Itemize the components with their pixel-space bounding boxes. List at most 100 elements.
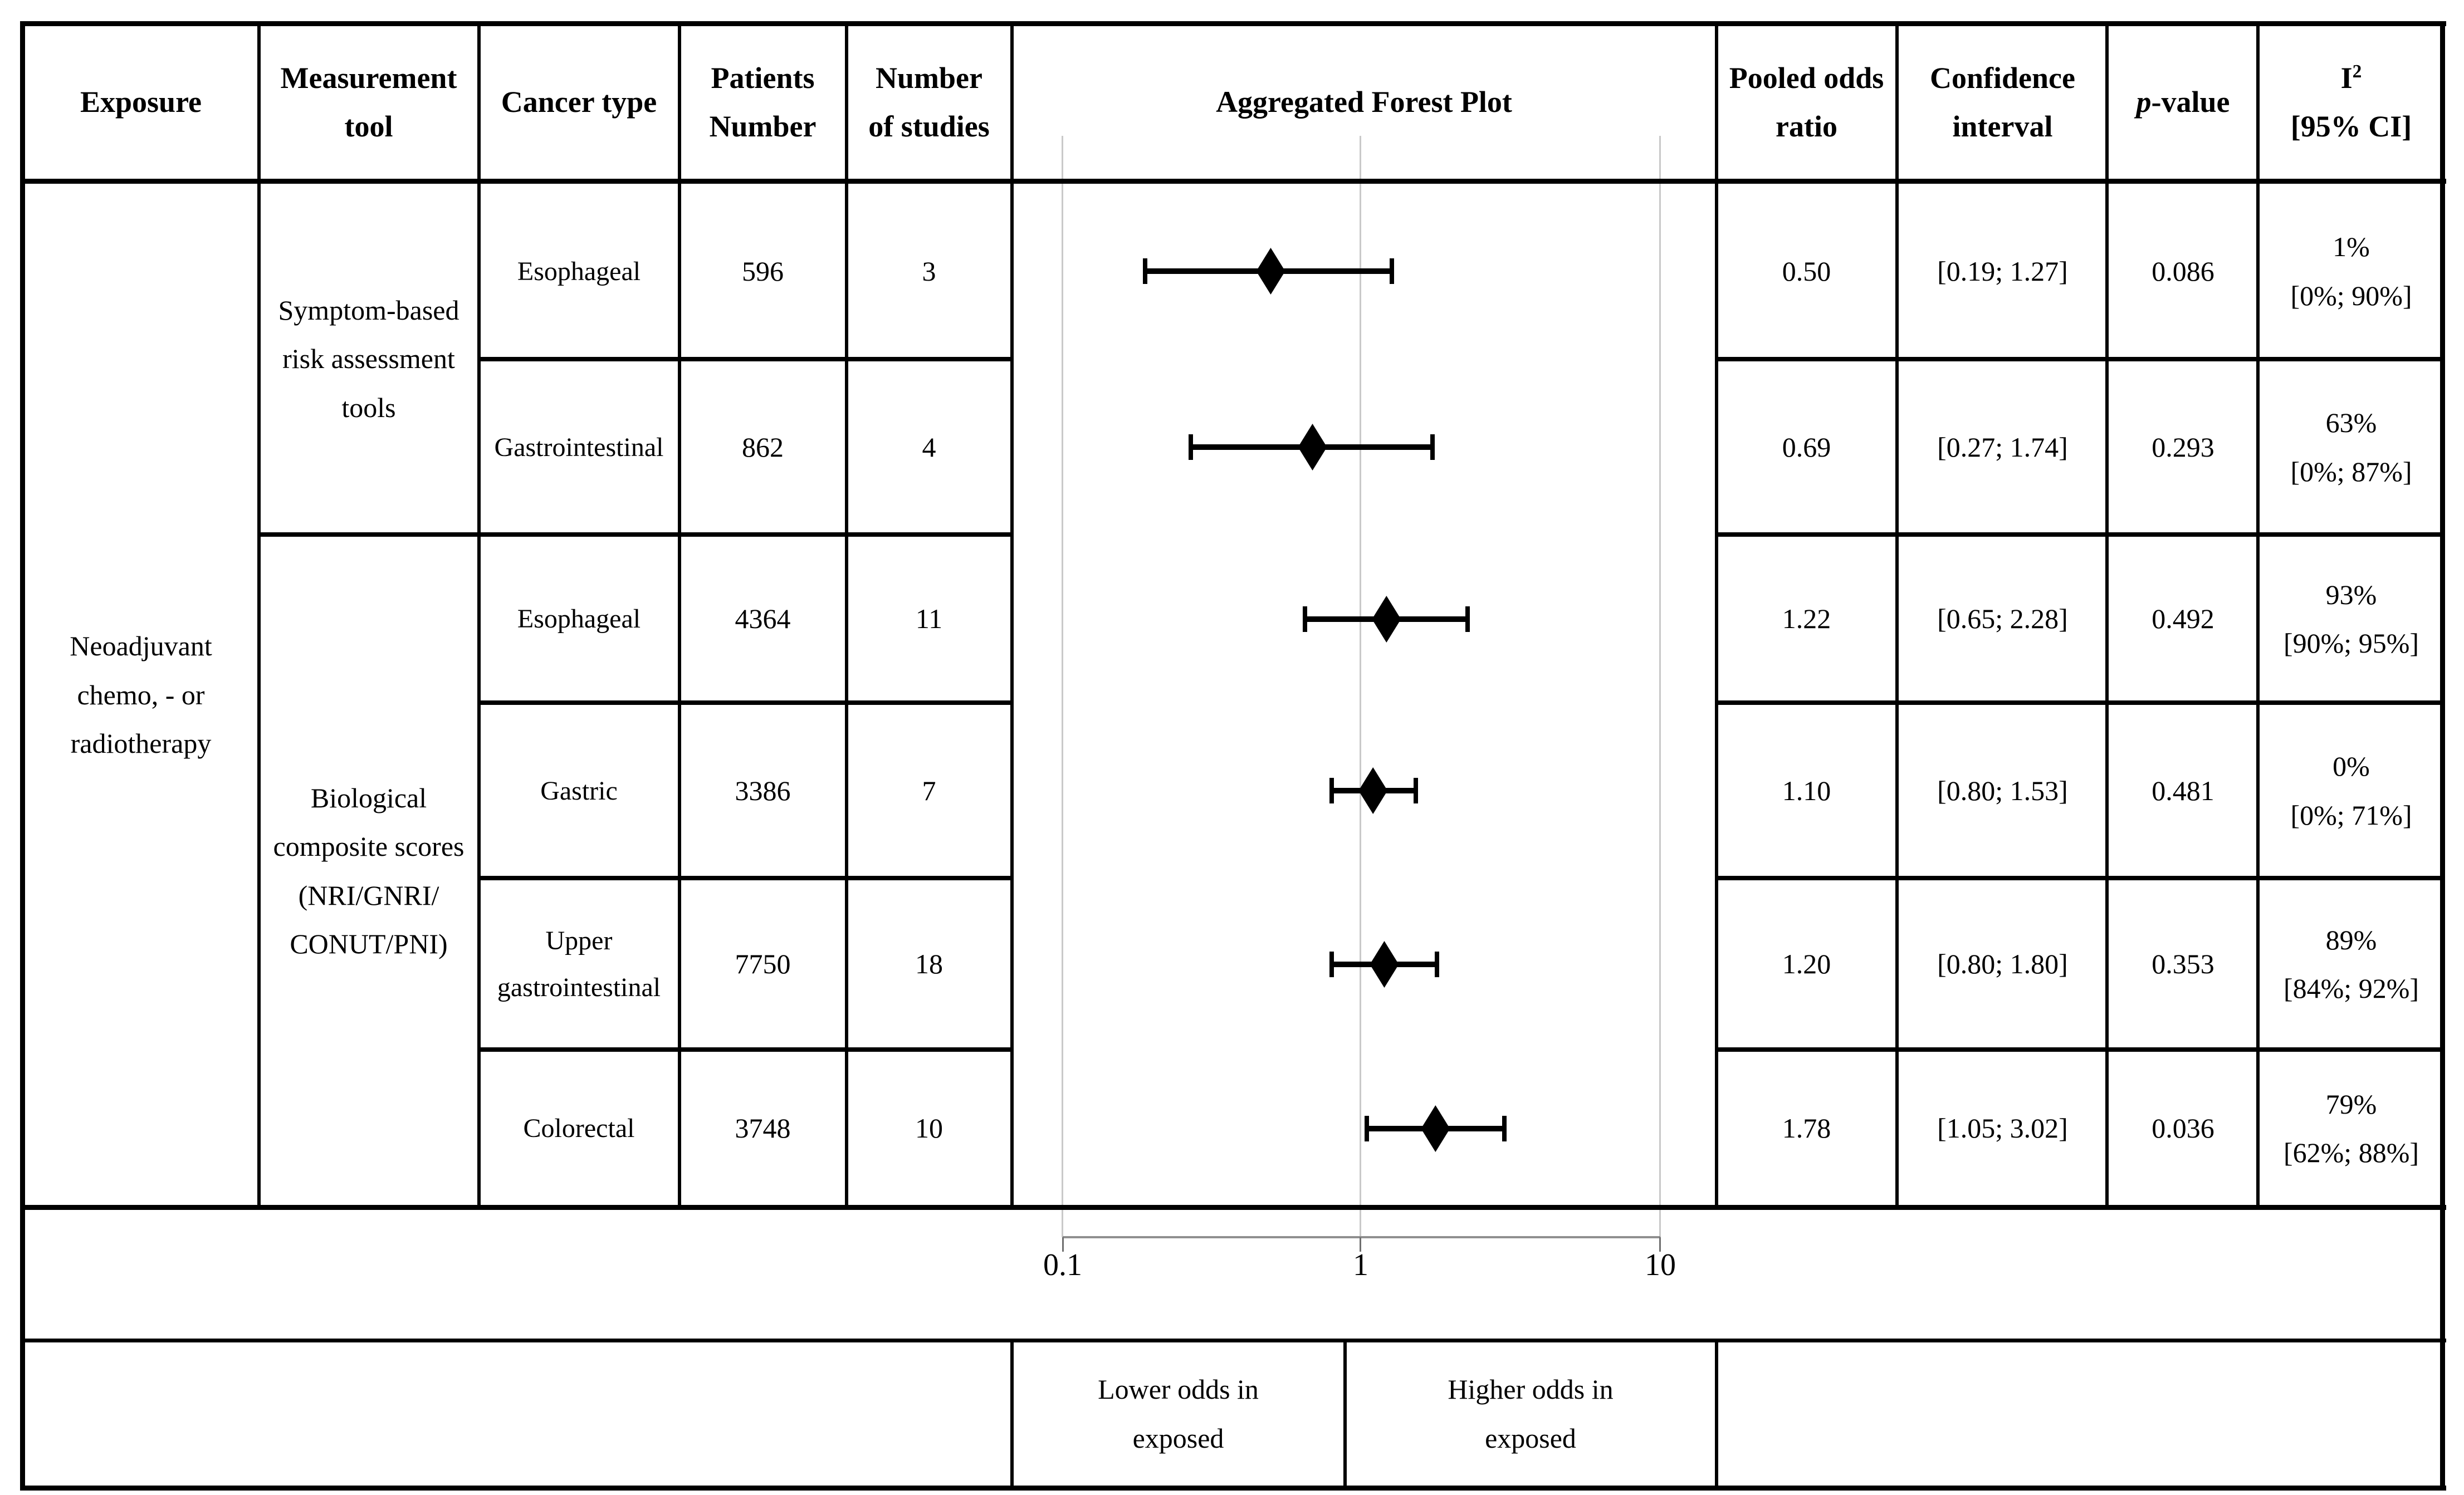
row-line [257, 532, 1010, 537]
row-line [477, 1047, 1010, 1052]
x-axis-label-10: 10 [1645, 1248, 1676, 1282]
header-i2: I2 [95% CI] [2290, 61, 2412, 143]
ci-cap-left [1188, 434, 1193, 460]
ci-cell: [0.80; 1.80] [1937, 948, 2068, 980]
footer-line-right [1715, 1342, 1718, 1486]
ci-cap-right [1502, 1116, 1507, 1141]
ci-cell: [0.65; 2.28] [1937, 603, 2068, 635]
header-number-of-studies: Number of studies [868, 61, 990, 143]
x-axis-tick-1 [1360, 1237, 1361, 1252]
ci-cap-right [1434, 952, 1439, 977]
or-cell: 1.22 [1782, 603, 1831, 635]
x-axis-line [1063, 1236, 1660, 1238]
patients-cell: 4364 [735, 603, 791, 635]
column-line-ci [2105, 26, 2109, 1205]
header-confidence-interval: Confidence interval [1930, 61, 2075, 143]
gridline-10 [1659, 136, 1661, 1237]
row-line [477, 357, 1010, 361]
i2-cell: 1% [0%; 90%] [2290, 231, 2412, 311]
i2-cell: 93% [90%; 95%] [2284, 579, 2419, 659]
header-bottom-border [20, 179, 2446, 184]
x-axis-label-0.1: 0.1 [1043, 1248, 1082, 1282]
header-pooled-odds-ratio: Pooled odds ratio [1729, 61, 1884, 143]
header-measurement-tool: Measurement tool [280, 61, 457, 143]
ci-cap-left [1329, 778, 1334, 803]
footer-line-left [1010, 1342, 1014, 1486]
column-line-cancer [678, 26, 681, 1205]
ci-cap-left [1365, 1116, 1370, 1141]
patients-cell: 862 [742, 431, 784, 463]
footer-top-border [20, 1339, 2446, 1342]
i2-cell: 63% [0%; 87%] [2290, 407, 2412, 487]
column-line-exposure [257, 26, 261, 1205]
row-line [1715, 357, 2442, 361]
cancer-cell: Gastric [540, 776, 618, 806]
i2-cell: 0% [0%; 71%] [2290, 751, 2412, 831]
header-forest-plot: Aggregated Forest Plot [1216, 85, 1512, 119]
p-cell: 0.492 [2152, 603, 2214, 635]
x-axis-tick-0.1 [1062, 1237, 1064, 1252]
table-right-border [2440, 21, 2445, 1491]
ci-cell: [1.05; 3.02] [1937, 1112, 2068, 1144]
column-line-tool [477, 26, 481, 1205]
table-top-border [20, 21, 2446, 26]
cancer-cell: Colorectal [523, 1114, 635, 1143]
header-cancer-type: Cancer type [501, 85, 657, 119]
patients-cell: 596 [742, 255, 784, 287]
cancer-cell: Esophageal [517, 604, 641, 634]
row-line [477, 876, 1010, 880]
column-line-studies [1010, 26, 1014, 1205]
row-line [477, 700, 1010, 705]
or-cell: 0.69 [1782, 431, 1831, 463]
row-line [1715, 532, 2442, 537]
i2-cell: 79% [62%; 88%] [2284, 1088, 2419, 1169]
tool-cell-biological-scores: Biological composite scores (NRI/GNRI/ C… [273, 782, 465, 960]
odds-ratio-diamond [1256, 248, 1285, 295]
table-left-border [20, 21, 25, 1491]
studies-cell: 3 [922, 255, 936, 287]
or-cell: 1.78 [1782, 1112, 1831, 1144]
footer-line-mid [1343, 1342, 1347, 1486]
ci-cap-left [1143, 258, 1148, 284]
p-cell: 0.086 [2152, 255, 2214, 287]
body-bottom-border [20, 1205, 2446, 1210]
patients-cell: 7750 [735, 948, 791, 980]
p-cell: 0.036 [2152, 1112, 2214, 1144]
p-cell: 0.481 [2152, 775, 2214, 806]
gridline-0.1 [1062, 136, 1063, 1237]
patients-cell: 3386 [735, 775, 791, 806]
studies-cell: 10 [915, 1112, 943, 1144]
odds-ratio-diamond [1298, 424, 1327, 470]
odds-ratio-diamond [1358, 767, 1388, 814]
gridline-1 [1360, 136, 1361, 1237]
cancer-cell: Esophageal [517, 256, 641, 286]
ci-cap-left [1302, 606, 1307, 632]
row-line [1715, 700, 2442, 705]
column-line-p [2256, 26, 2260, 1205]
ci-cap-left [1329, 952, 1334, 977]
i2-cell: 89% [84%; 92%] [2284, 924, 2419, 1004]
header-exposure-label: Exposure [80, 85, 202, 119]
header-exposure: Exposure [25, 26, 257, 179]
row-line [1715, 1047, 2442, 1052]
or-cell: 1.20 [1782, 948, 1831, 980]
tool-cell-symptom-based: Symptom-based risk assessment tools [278, 294, 459, 423]
ci-cell: [0.27; 1.74] [1937, 431, 2068, 463]
p-cell: 0.353 [2152, 948, 2214, 980]
studies-cell: 7 [922, 775, 936, 806]
footer-higher-odds: Higher odds in exposed [1448, 1374, 1614, 1454]
header-patients-number: Patients Number [709, 61, 817, 143]
or-cell: 0.50 [1782, 255, 1831, 287]
ci-cap-right [1414, 778, 1419, 803]
exposure-cell: Neoadjuvant chemo, - or radiotherapy [70, 630, 212, 759]
footer-lower-odds: Lower odds in exposed [1098, 1374, 1259, 1454]
ci-cap-right [1389, 258, 1394, 284]
x-axis-tick-10 [1659, 1237, 1661, 1252]
ci-cell: [0.19; 1.27] [1937, 255, 2068, 287]
patients-cell: 3748 [735, 1112, 791, 1144]
cancer-cell: Gastrointestinal [494, 432, 664, 462]
p-cell: 0.293 [2152, 431, 2214, 463]
header-p-value: p-value [2136, 85, 2230, 119]
odds-ratio-diamond [1421, 1105, 1450, 1152]
